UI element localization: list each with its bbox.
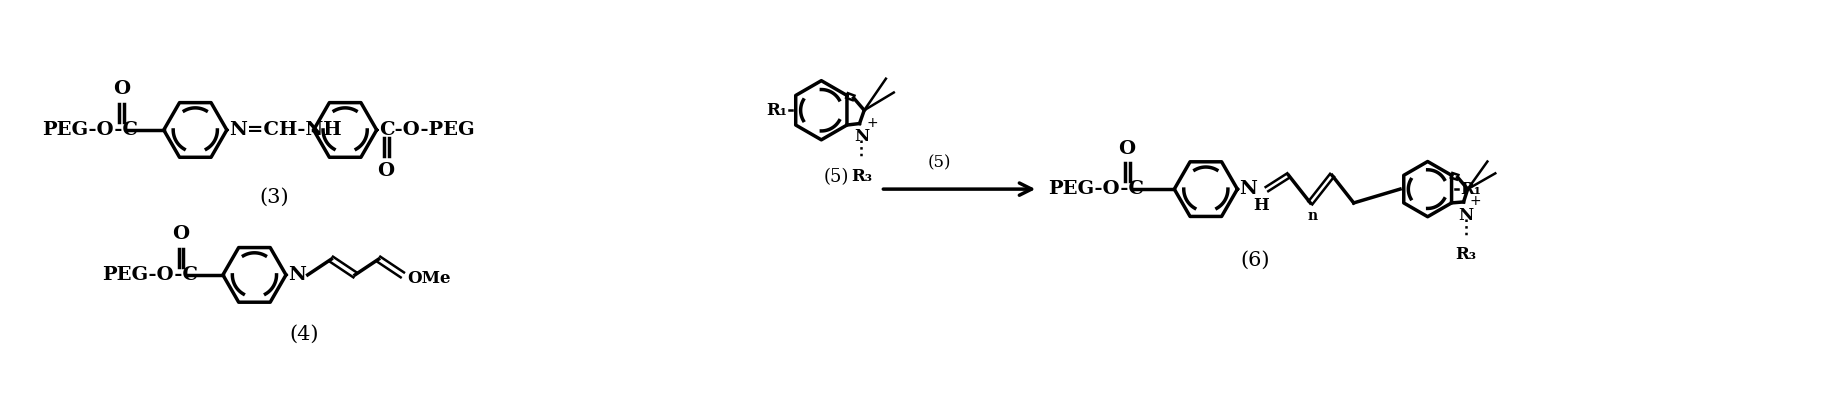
Text: (5): (5) — [823, 168, 849, 186]
Text: R₁: R₁ — [766, 102, 786, 119]
Text: (5): (5) — [927, 154, 951, 171]
Text: H: H — [1253, 197, 1269, 214]
Text: n: n — [1308, 209, 1317, 223]
Text: (4): (4) — [289, 325, 318, 344]
Text: PEG-O-C: PEG-O-C — [1048, 180, 1145, 198]
Text: N: N — [854, 128, 869, 145]
Text: N: N — [1458, 207, 1472, 224]
Text: O: O — [113, 80, 130, 98]
Text: (3): (3) — [260, 188, 289, 206]
Text: PEG-O-C: PEG-O-C — [42, 121, 139, 139]
Text: O: O — [377, 162, 393, 180]
Text: R₃: R₃ — [1456, 246, 1476, 263]
Text: O: O — [1118, 139, 1136, 158]
Text: N: N — [287, 266, 305, 284]
Text: N: N — [1240, 180, 1257, 198]
Text: PEG-O-C: PEG-O-C — [102, 266, 198, 284]
Text: +: + — [867, 115, 878, 130]
Text: C-O-PEG: C-O-PEG — [379, 121, 474, 139]
Text: R₁: R₁ — [1460, 180, 1481, 198]
Text: OMe: OMe — [408, 270, 450, 287]
Text: N=CH-NH: N=CH-NH — [229, 121, 342, 139]
Text: +: + — [1469, 194, 1481, 208]
Text: (6): (6) — [1240, 251, 1269, 269]
Text: R₃: R₃ — [850, 168, 872, 185]
Text: O: O — [172, 225, 188, 243]
